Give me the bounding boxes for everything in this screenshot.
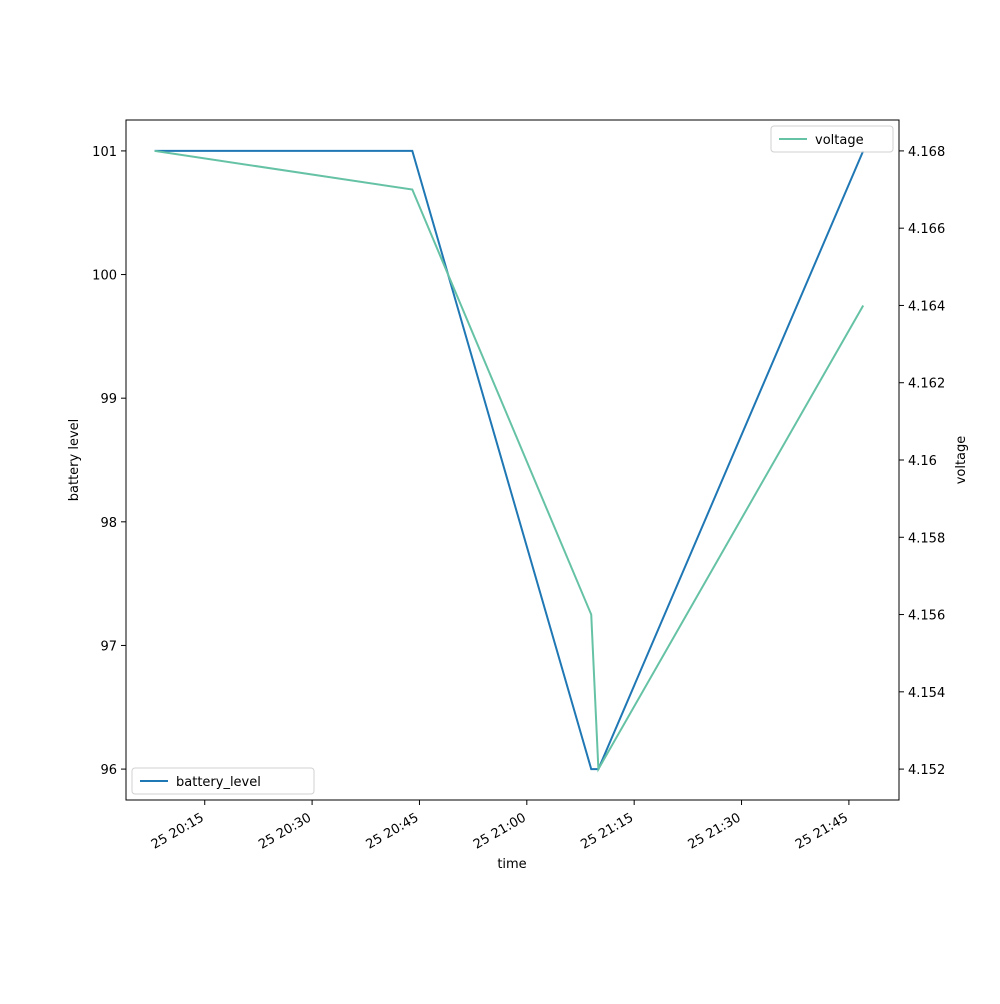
y-tick-label: 96 xyxy=(100,763,117,778)
y2-tick-label: 4.156 xyxy=(908,609,945,624)
y2-axis-label: voltage xyxy=(954,436,969,485)
y2-tick-label: 4.154 xyxy=(908,686,945,701)
y2-tick-label: 4.162 xyxy=(908,377,945,392)
x-tick-label: 25 21:15 xyxy=(578,810,636,852)
y-tick-label: 100 xyxy=(92,269,117,284)
y-tick-label: 97 xyxy=(100,639,117,654)
y2-tick-label: 4.164 xyxy=(908,299,945,314)
y-tick-label: 99 xyxy=(100,392,117,407)
y2-tick-label: 4.152 xyxy=(908,763,945,778)
y2-tick-label: 4.158 xyxy=(908,531,945,546)
x-tick-label: 25 20:30 xyxy=(256,810,314,852)
legend-label: battery_level xyxy=(176,775,261,790)
y2-tick-label: 4.16 xyxy=(908,454,937,469)
y-tick-label: 101 xyxy=(92,145,117,160)
y-tick-label: 98 xyxy=(100,516,117,531)
plot-frame xyxy=(125,119,900,801)
x-tick-label: 25 20:45 xyxy=(364,810,422,852)
y-axis-label: battery level xyxy=(67,419,82,502)
x-axis-label: time xyxy=(497,857,526,872)
legend-box xyxy=(770,125,894,153)
x-tick-label: 25 21:30 xyxy=(686,810,744,852)
legend-box xyxy=(131,767,315,795)
series-line xyxy=(154,149,865,771)
y2-tick-label: 4.166 xyxy=(908,222,945,237)
y2-tick-label: 4.168 xyxy=(908,145,945,160)
x-tick-label: 25 21:00 xyxy=(471,810,529,852)
series-line xyxy=(154,149,865,773)
x-tick-label: 25 21:45 xyxy=(793,810,851,852)
x-tick-label: 25 20:15 xyxy=(149,810,207,852)
legend-label: voltage xyxy=(815,133,864,148)
